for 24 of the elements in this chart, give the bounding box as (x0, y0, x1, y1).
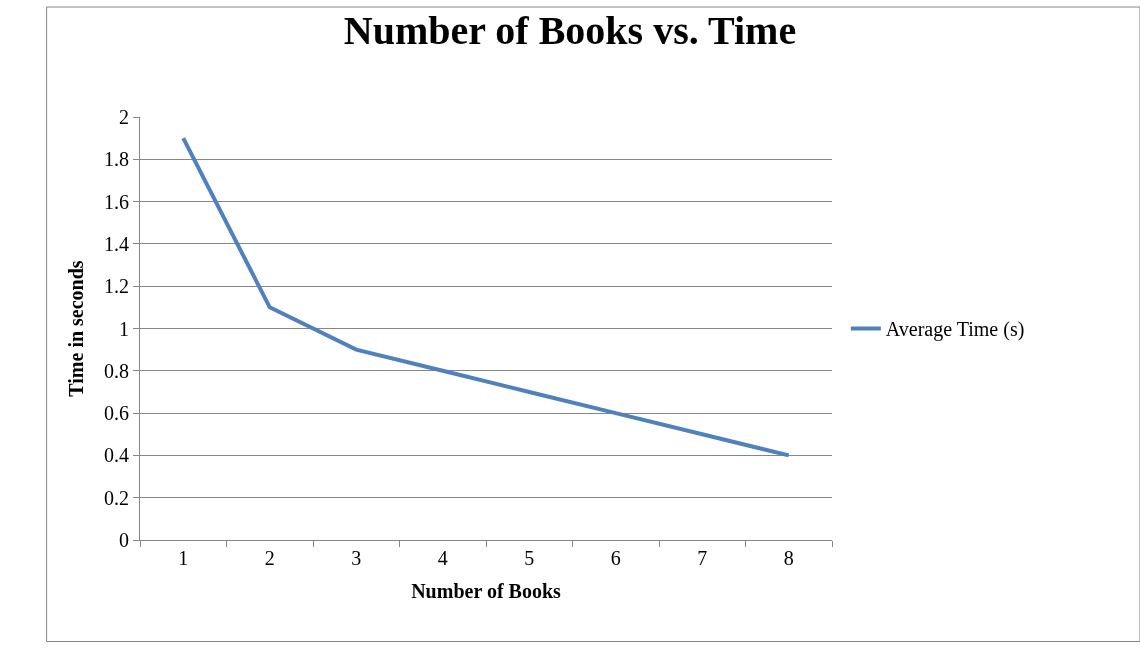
x-tick-label: 1 (178, 547, 189, 569)
x-axis-title: Number of Books (411, 579, 562, 602)
y-tick-label: 0.6 (104, 402, 129, 425)
y-tick-label: 1.2 (104, 275, 129, 298)
x-tick-label: 8 (783, 547, 794, 569)
y-tick-label: 0.4 (104, 444, 129, 467)
y-tick-label: 1.8 (104, 148, 129, 171)
x-tick-label: 2 (264, 547, 275, 569)
y-tick-label: 0 (119, 529, 129, 551)
y-axis-title: Time in seconds (64, 260, 87, 397)
chart-title: Number of Books vs. Time (343, 7, 797, 53)
x-tick-label: 4 (437, 547, 448, 569)
y-tick-label: 0.2 (104, 486, 129, 509)
line-series (181, 136, 791, 458)
y-tick-label: 0.8 (104, 359, 129, 382)
y-tick-label: 1.6 (104, 190, 129, 213)
y-tick-label: 1.4 (104, 232, 129, 255)
x-tick-label: 5 (524, 547, 535, 569)
x-tick-label: 3 (351, 547, 362, 569)
legend-label: Average Time (s) (885, 318, 1025, 342)
x-tick-label: 6 (610, 547, 621, 569)
x-tick-label: 7 (697, 547, 708, 569)
y-tick-label: 1 (119, 317, 129, 340)
y-tick-label: 2 (119, 106, 129, 128)
